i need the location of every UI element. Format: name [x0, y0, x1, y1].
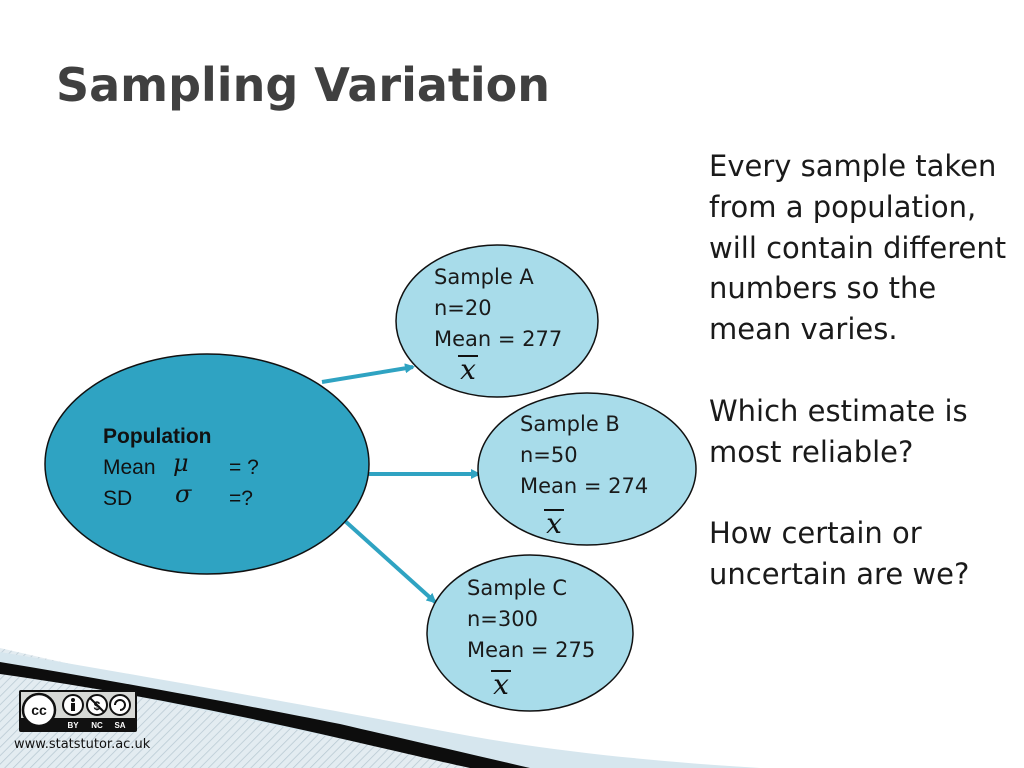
sample-c-ellipse: [426, 554, 634, 712]
website-url: www.statstutor.ac.uk: [14, 737, 151, 752]
sample-c-n: n=300: [467, 607, 538, 631]
svg-text:cc: cc: [31, 702, 47, 718]
sample-c-text: Sample C n=300 Mean = 275: [467, 573, 595, 666]
sample-c-mean: Mean = 275: [467, 638, 596, 662]
sample-a-text: Sample A n=20 Mean = 277: [434, 262, 562, 355]
population-mean-label: Mean: [103, 456, 156, 479]
population-mean-value: = ?: [229, 456, 259, 479]
sample-b-mean: Mean = 274: [520, 474, 649, 498]
explanation-paragraph-3: How certain or uncertain are we?: [709, 516, 970, 591]
arrow-to-sample-a: [321, 363, 415, 384]
slide-title: Sampling Variation: [56, 58, 550, 112]
population-ellipse: [44, 353, 370, 575]
footer-dark-swoosh: [0, 662, 530, 768]
sample-a-name: Sample A: [434, 265, 534, 289]
sample-b-text: Sample B n=50 Mean = 274: [520, 409, 648, 502]
x-bar-icon-sample-a: x: [455, 355, 481, 384]
license-tag-nc: NC: [91, 721, 103, 730]
population-mean-row: Mean μ = ?: [103, 449, 259, 483]
sample-a-mean: Mean = 277: [434, 327, 563, 351]
sigma-symbol: σ: [175, 480, 192, 508]
population-heading: Population: [103, 425, 212, 448]
population-sd-value: =?: [229, 487, 253, 510]
arrow-to-sample-c: [343, 519, 437, 604]
population-text: Population Mean μ = ? SD σ =?: [103, 421, 259, 514]
footer-hatch-decoration: [0, 648, 620, 768]
x-bar-icon-sample-b: x: [541, 509, 567, 538]
sample-b-ellipse: [477, 392, 697, 546]
license-tag-by: BY: [67, 721, 79, 730]
population-sd-row: SD σ =?: [103, 480, 253, 514]
x-bar-icon-sample-c: x: [488, 670, 514, 699]
sample-b-n: n=50: [520, 443, 578, 467]
sample-a-n: n=20: [434, 296, 492, 320]
population-sd-label: SD: [103, 487, 133, 510]
explanation-paragraph-1: Every sample taken from a population, wi…: [709, 149, 1007, 347]
explanation-paragraph-2: Which estimate is most reliable?: [709, 393, 968, 469]
sample-a-ellipse: [395, 244, 599, 398]
explanation-text: Every sample taken from a population, wi…: [709, 146, 1014, 595]
creative-commons-by-nc-sa-icon: cc $ BY NC SA: [19, 690, 137, 732]
sample-b-name: Sample B: [520, 412, 620, 436]
license-tag-sa: SA: [114, 721, 125, 730]
mu-symbol: μ: [173, 449, 189, 477]
sample-c-name: Sample C: [467, 576, 568, 600]
